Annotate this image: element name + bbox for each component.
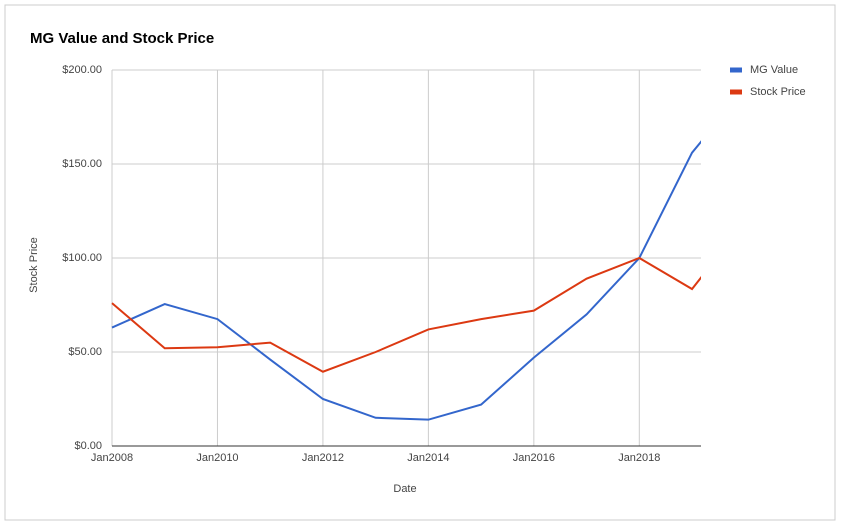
y-tick-label: $100.00 — [62, 252, 102, 264]
x-tick-label: Jan2010 — [196, 452, 238, 464]
legend-swatch — [730, 67, 742, 73]
y-tick-label: $150.00 — [62, 158, 102, 170]
y-tick-label: $0.00 — [74, 440, 102, 452]
legend-label: MG Value — [750, 64, 798, 76]
legend-label: Stock Price — [750, 86, 806, 98]
x-tick-label: Jan2016 — [513, 452, 555, 464]
legend-swatch — [730, 89, 742, 95]
plot-area — [111, 140, 701, 421]
x-tick-label: Jan2014 — [407, 452, 449, 464]
x-tick-label: Jan2012 — [302, 452, 344, 464]
x-tick-label: Jan2018 — [618, 452, 660, 464]
data-line — [111, 256, 701, 373]
y-tick-label: $200.00 — [62, 64, 102, 76]
chart-title: MG Value and Stock Price — [30, 30, 214, 47]
y-tick-label: $50.00 — [68, 346, 102, 358]
chart-frame — [4, 4, 836, 521]
y-axis-title: Stock Price — [28, 237, 40, 293]
x-axis-title: Date — [393, 483, 416, 495]
x-tick-label: Jan2008 — [91, 452, 133, 464]
